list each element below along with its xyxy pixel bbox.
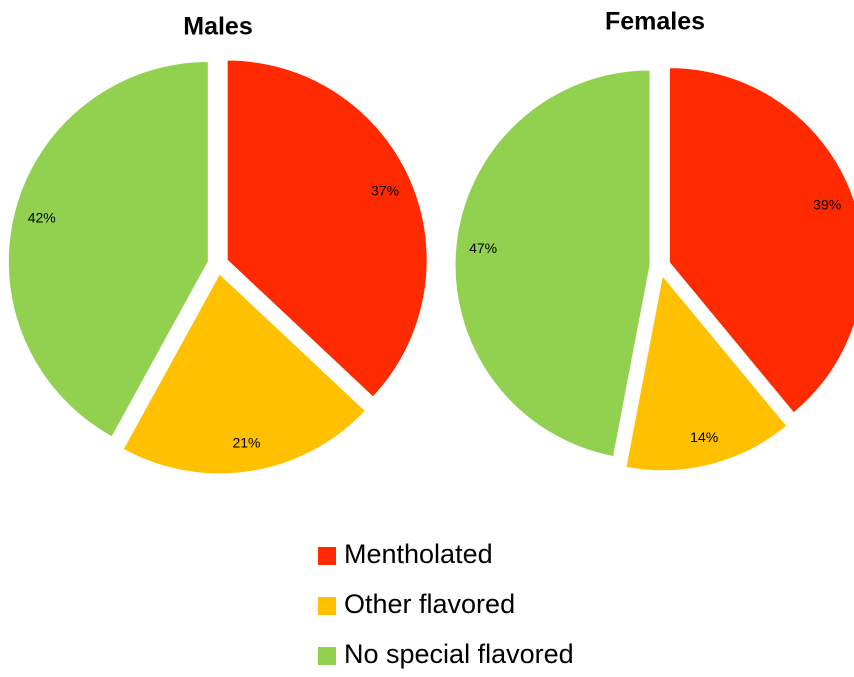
pie-slice <box>226 59 428 398</box>
legend-swatch <box>318 597 336 615</box>
pie-slice <box>668 67 854 414</box>
pie-slice <box>7 61 209 438</box>
legend-label: No special flavored <box>344 639 574 669</box>
data-label: 47% <box>469 240 497 256</box>
data-label: 42% <box>28 209 56 225</box>
legend-swatch <box>318 547 336 565</box>
data-label: 14% <box>690 429 718 445</box>
legend-label: Other flavored <box>344 589 515 619</box>
chart-title: Males <box>183 13 252 41</box>
chart-title: Females <box>605 8 705 36</box>
legend-label: Mentholated <box>344 539 493 569</box>
data-label: 21% <box>232 434 260 450</box>
pie-slice <box>122 273 367 475</box>
pie-slice <box>625 274 788 472</box>
data-label: 37% <box>371 182 399 198</box>
legend-swatch <box>318 647 336 665</box>
pie-slice <box>454 69 651 458</box>
data-label: 39% <box>813 197 841 213</box>
